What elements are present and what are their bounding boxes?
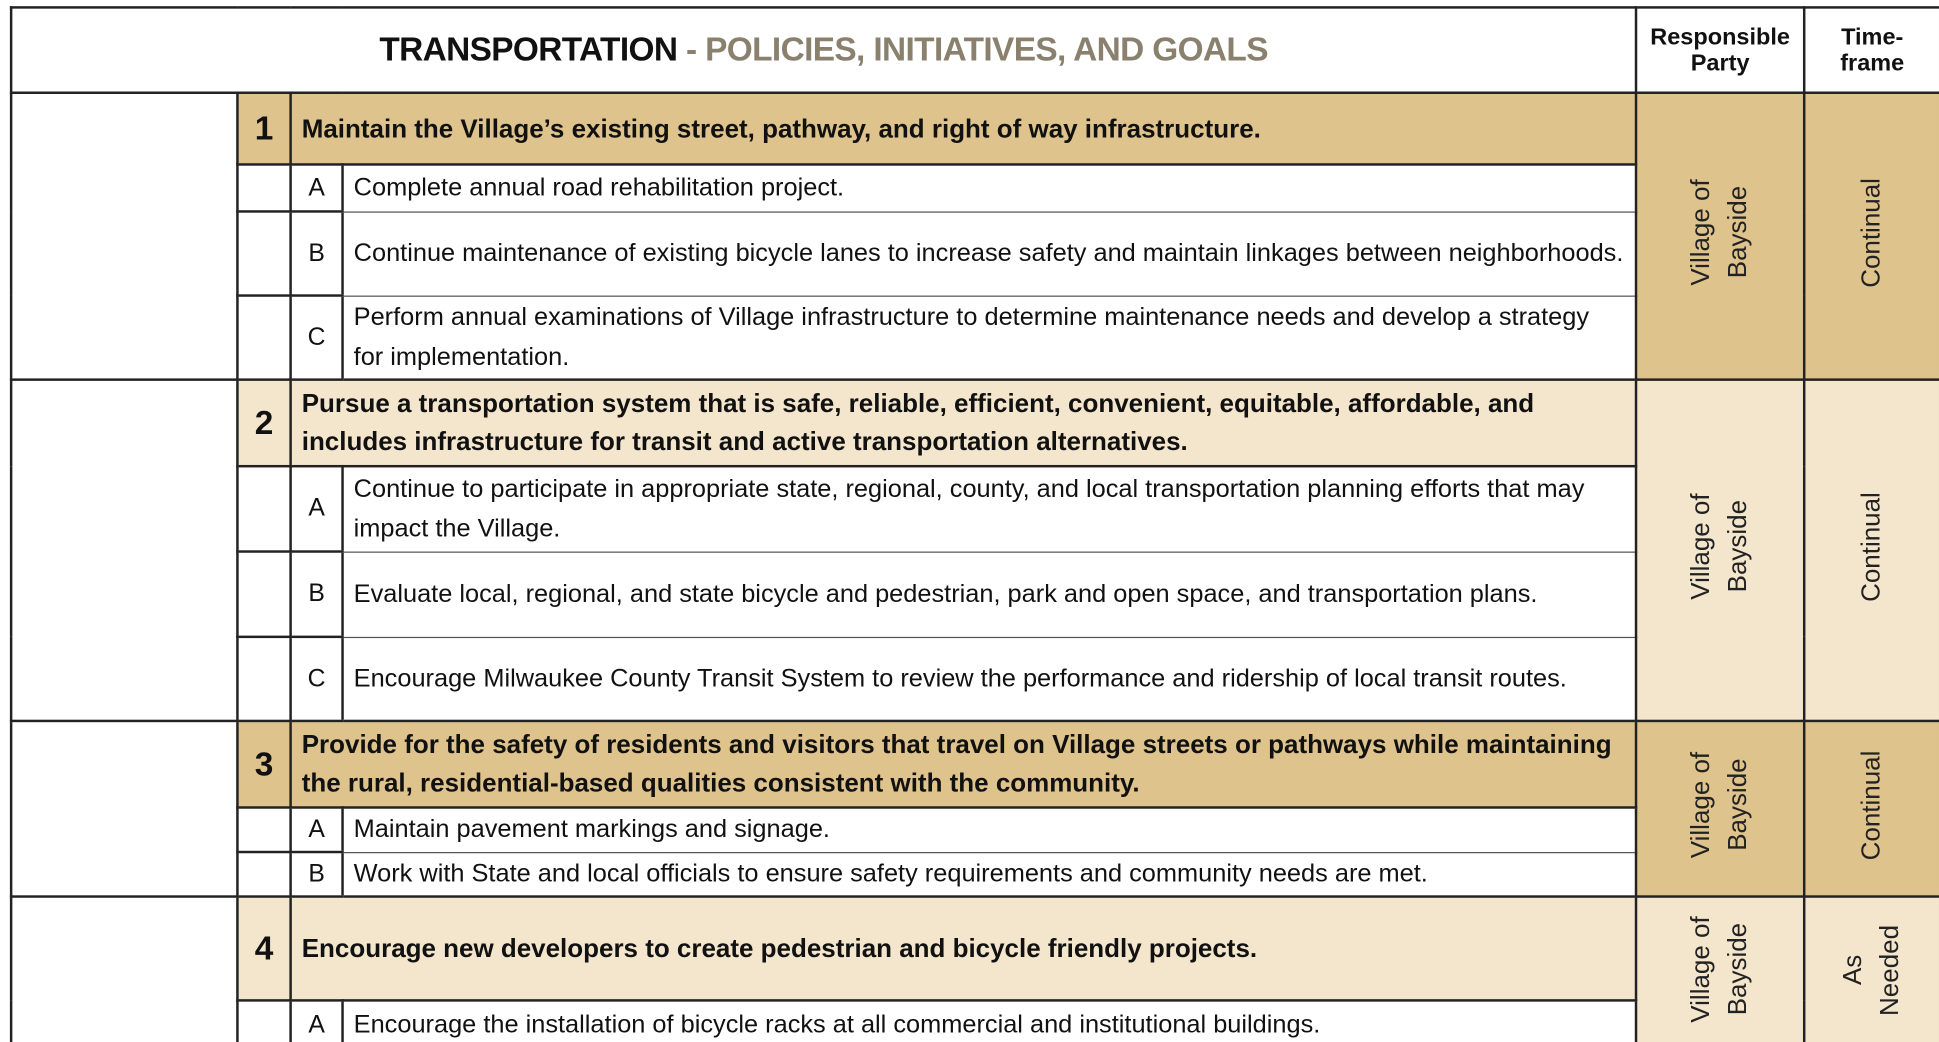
header-line: Responsible: [1650, 24, 1790, 51]
action-letter: A: [289, 163, 344, 213]
responsible-cell: Village of Bayside: [1634, 895, 1806, 1042]
responsible: Village of Bayside: [1683, 494, 1757, 600]
action-row: B Evaluate local, regional, and state bic…: [11, 550, 1939, 639]
action-text: Perform annual examinations of Village i…: [341, 294, 1638, 381]
header-row: TRANSPORTATION - POLICIES, INITIATIVES, …: [9, 6, 1939, 94]
action-letter: B: [289, 210, 344, 297]
timeframe-cell: Continual: [1802, 719, 1939, 898]
timeframe-line: Continual: [1857, 750, 1886, 861]
header-line: Party: [1690, 50, 1750, 77]
goal-number: 1: [236, 91, 292, 166]
timeframe: As Needed: [1835, 925, 1909, 1016]
responsible-line: Village of: [1686, 752, 1716, 859]
title-cell: TRANSPORTATION - POLICIES, INITIATIVES, …: [9, 6, 1638, 94]
timeframe-line: As: [1838, 954, 1868, 986]
action-letter: A: [289, 464, 344, 553]
timeframe: Continual: [1854, 492, 1891, 602]
goal-row: 1 Maintain the Village’s existing street,…: [9, 91, 1939, 381]
action-row: A Maintain pavement markings and signage.: [11, 806, 1939, 854]
blank-cell: [236, 635, 292, 723]
subtitle: - POLICIES, INITIATIVES, AND GOALS: [677, 30, 1268, 69]
timeframe-line: Continual: [1857, 178, 1886, 288]
blank-cell: [236, 210, 292, 297]
action-letter: C: [289, 635, 344, 723]
timeframe-header: Time-frame: [1802, 6, 1939, 94]
timeframe-line: Needed: [1875, 924, 1905, 1016]
responsible-cell: Village of Bayside: [1634, 719, 1806, 898]
goal-text: Encourage new developers to create pedes…: [289, 895, 1638, 1002]
responsible-cell: Village of Bayside: [1634, 378, 1806, 723]
responsible-line: Bayside: [1723, 923, 1753, 1017]
goal-row: 2 Pursue a transportation system that is …: [9, 378, 1939, 723]
action-row: A Encourage the installation of bicycle r…: [11, 999, 1939, 1042]
goal-row: 3 Provide for the safety of residents and…: [9, 719, 1939, 898]
goal-number: 3: [236, 719, 292, 809]
action-row: A Complete annual road rehabilitation pro…: [11, 163, 1939, 213]
responsible-cell: Village of Bayside: [1634, 91, 1806, 381]
table-body: TRANSPORTATION - POLICIES, INITIATIVES, …: [9, 6, 1939, 1042]
goal-text: Pursue a transportation system that is s…: [289, 378, 1638, 468]
responsible-line: Village of: [1686, 916, 1716, 1024]
blank-cell: [236, 163, 292, 213]
blank-cell: [236, 850, 292, 898]
action-row: C Encourage Milwaukee County Transit Syst…: [11, 635, 1939, 723]
action-letter: A: [289, 999, 344, 1042]
photo-cell: [9, 719, 239, 898]
action-letter: A: [289, 806, 344, 854]
responsible-line: Bayside: [1723, 759, 1753, 852]
responsible-line: Village of: [1686, 494, 1716, 601]
header-line: Time-: [1841, 24, 1904, 51]
goal-text: Provide for the safety of residents and …: [289, 719, 1638, 809]
action-letter: C: [289, 294, 344, 381]
responsible-line: Bayside: [1723, 500, 1753, 594]
blank-cell: [236, 806, 292, 854]
responsible-header: Responsible Party: [1634, 6, 1806, 94]
timeframe: Continual: [1854, 178, 1891, 288]
action-text: Continue maintenance of existing bicycle…: [341, 210, 1638, 297]
responsible: Village of Bayside: [1683, 180, 1757, 286]
goal-number: 2: [236, 378, 292, 468]
action-row: C Perform annual examinations of Village …: [11, 294, 1939, 381]
action-text: Evaluate local, regional, and state bicy…: [341, 550, 1638, 638]
blank-cell: [236, 464, 292, 553]
responsible-line: Village of: [1686, 179, 1716, 287]
action-text: Work with State and local officials to e…: [341, 851, 1638, 898]
responsible-line: Bayside: [1723, 186, 1753, 280]
timeframe-cell: Continual: [1802, 378, 1939, 723]
action-text: Continue to participate in appropriate s…: [341, 465, 1638, 553]
responsible: Village of Bayside: [1683, 917, 1757, 1023]
photo-cell: [9, 378, 239, 723]
action-row: A Continue to participate in appropriate …: [11, 464, 1939, 553]
goal-text: Maintain the Village’s existing street, …: [289, 91, 1638, 166]
responsible: Village of Bayside: [1683, 752, 1757, 858]
goals-table: TRANSPORTATION - POLICIES, INITIATIVES, …: [9, 6, 1939, 1042]
action-row: B Work with State and local officials to …: [11, 850, 1939, 898]
timeframe: Continual: [1854, 751, 1891, 861]
goal-row: 4 Encourage new developers to create pede…: [9, 895, 1939, 1042]
action-text: Encourage Milwaukee County Transit Syste…: [341, 636, 1638, 722]
action-text: Maintain pavement markings and signage.: [341, 806, 1638, 853]
blank-cell: [236, 550, 292, 639]
goal-number: 4: [236, 895, 292, 1002]
action-text: Encourage the installation of bicycle ra…: [341, 999, 1638, 1042]
action-letter: B: [289, 550, 344, 639]
timeframe-cell: Continual: [1802, 91, 1939, 381]
timeframe-line: Continual: [1857, 492, 1886, 603]
header-line: frame: [1840, 50, 1905, 77]
photo-cell: [9, 91, 239, 381]
timeframe-cell: As Needed: [1802, 895, 1939, 1042]
blank-cell: [236, 294, 292, 381]
photo-cell: [9, 895, 239, 1042]
action-letter: B: [289, 850, 344, 898]
blank-cell: [236, 999, 292, 1042]
action-text: Complete annual road rehabilitation proj…: [341, 163, 1638, 213]
action-row: B Continue maintenance of existing bicycl…: [11, 210, 1939, 297]
title: TRANSPORTATION: [379, 30, 678, 69]
